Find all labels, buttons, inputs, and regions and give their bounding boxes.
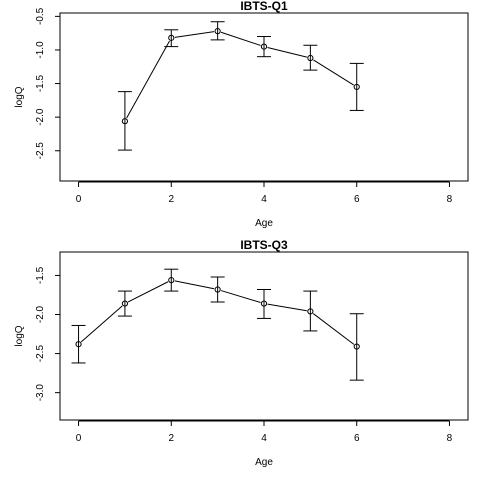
chart-title: IBTS-Q1 [240,0,288,13]
x-tick-label: 0 [76,194,82,205]
data-point [121,300,129,307]
series-line-segment [267,303,307,312]
series-line-segment [313,59,354,86]
data-point [168,277,175,284]
y-tick-label: -2.0 [35,305,46,323]
y-tick-label: -3.0 [35,384,46,402]
data-point [307,308,314,315]
data-point [214,286,221,293]
x-tick-label: 8 [447,433,453,444]
data-point [121,118,129,125]
series-line-segment [80,305,123,343]
series-line-segment [126,40,170,119]
y-tick-label: -2.0 [35,108,46,126]
series-line-segment [220,290,261,304]
series-line-segment [312,313,355,345]
x-tick-label: 2 [168,433,174,444]
plot-frame [59,251,469,421]
y-tick-label: -1.5 [35,266,46,284]
y-tick-label: -1.5 [35,75,46,93]
y-tick-label: -0.5 [35,7,46,25]
x-tick-label: 6 [354,433,360,444]
data-point [260,300,268,307]
y-tick-label: -2.5 [35,142,46,160]
data-point [168,34,175,41]
data-point [260,43,268,50]
series-line-segment [220,31,261,46]
x-tick-label: 6 [354,194,360,205]
series-line-segment [174,280,215,290]
x-tick-label: 4 [261,433,267,444]
x-tick-label: 2 [168,194,174,205]
data-point [214,28,221,35]
data-point [75,341,82,348]
chart-title: IBTS-Q3 [240,238,288,252]
y-tick-label: -2.5 [35,345,46,363]
x-axis-label: Age [255,457,273,468]
x-axis-label: Age [255,218,273,229]
data-point [353,83,360,91]
y-axis-label: logQ [14,325,25,346]
x-tick-label: 4 [261,194,267,205]
x-tick-label: 8 [447,194,453,205]
y-tick-label: -1.0 [35,41,46,59]
x-tick-label: 0 [76,433,82,444]
data-point [353,343,360,350]
data-point [307,54,314,62]
series-line-segment [174,31,215,38]
y-axis-label: logQ [14,86,25,107]
series-line-segment [127,281,169,303]
series-line-segment [267,46,307,58]
